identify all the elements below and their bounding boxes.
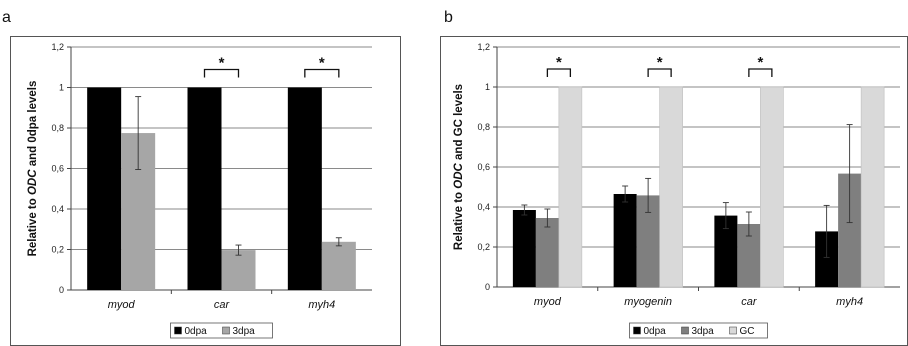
y-axis-label-part: Relative to [453,189,465,250]
y-tick-label: 0,8 [51,123,64,133]
bar-gc [558,86,583,288]
legend-label: GC [740,326,755,337]
bar-0dpa [512,210,536,287]
legend-swatch [174,326,182,335]
x-tick-label: myod [108,299,136,311]
y-axis-label-part: and 0dpa levels [27,81,39,170]
y-tick-label: 0 [59,285,64,295]
y-tick-label: 0,2 [477,242,490,252]
y-tick-label: 1 [59,83,64,93]
y-tick-label: 0,4 [477,202,490,212]
bar-3dpa [838,173,862,287]
significance-bracket [203,68,240,78]
legend-label: 0dpa [185,326,208,337]
bar-0dpa [613,194,637,287]
legend-label: 3dpa [233,326,256,337]
bar-3dpa [737,224,761,287]
significance-star: * [657,54,663,71]
legend-swatch [222,326,230,335]
significance-bracket [748,68,773,77]
y-axis-label-part: ODC [27,169,39,195]
y-tick-label: 0,8 [477,122,490,132]
chart-panel-b: b 0 0,2 0,4 0,6 0,8 1 1,2 Relative to ODC and GC… [440,9,908,346]
significance-star: * [219,55,225,72]
bar-0dpa [287,87,322,290]
bar-3dpa [221,250,256,290]
bar-0dpa [815,231,839,287]
significance-star: * [556,54,562,71]
legend-swatch [633,326,641,335]
bar-0dpa [187,87,222,290]
panel-label: a [2,9,11,26]
x-tick-label: myh4 [308,299,335,311]
significance-bracket [304,68,340,78]
y-tick-label: 1 [485,82,490,92]
bar-0dpa [714,215,738,287]
legend-label: 3dpa [692,326,715,337]
x-tick-label: myod [534,296,562,308]
y-tick-label: 0,6 [51,164,64,174]
y-tick-label: 0,6 [477,162,490,172]
y-tick-label: 0,2 [51,245,64,255]
bar-3dpa [321,241,356,290]
y-tick-label: 1,2 [477,42,490,52]
y-axis-label-part: Relative to [27,195,39,256]
bar-3dpa [636,195,660,287]
y-tick-label: 0,4 [51,204,64,214]
panel-label: b [444,9,453,26]
x-tick-label: myogenin [624,296,672,308]
bar-gc [760,86,784,288]
significance-bracket [546,68,572,77]
y-axis-label: Relative to ODC and 0dpa levels [27,81,39,257]
y-axis-label-part: ODC [453,162,465,188]
bar-gc [659,86,683,288]
bar-0dpa [87,87,122,290]
bar-gc [860,86,885,288]
y-axis-label: Relative to ODC and GC levels [453,84,465,250]
legend-label: 0dpa [644,326,667,337]
bar-3dpa [535,218,559,287]
x-tick-label: car [214,299,231,311]
x-tick-label: car [741,296,758,308]
x-tick-label: myh4 [836,296,863,308]
legend-box [170,322,273,339]
y-tick-label: 1,2 [51,42,64,52]
chart-panel-a: a 0 0,2 0,4 0,6 0,8 1 1,2 Relative to ODC and 0d… [2,9,401,346]
legend-swatch [681,326,689,335]
y-tick-label: 0 [485,282,490,292]
y-axis-label-part: and GC levels [453,84,465,163]
significance-star: * [757,54,763,71]
significance-bracket [647,68,672,77]
significance-star: * [319,55,325,72]
legend-swatch [729,326,737,335]
